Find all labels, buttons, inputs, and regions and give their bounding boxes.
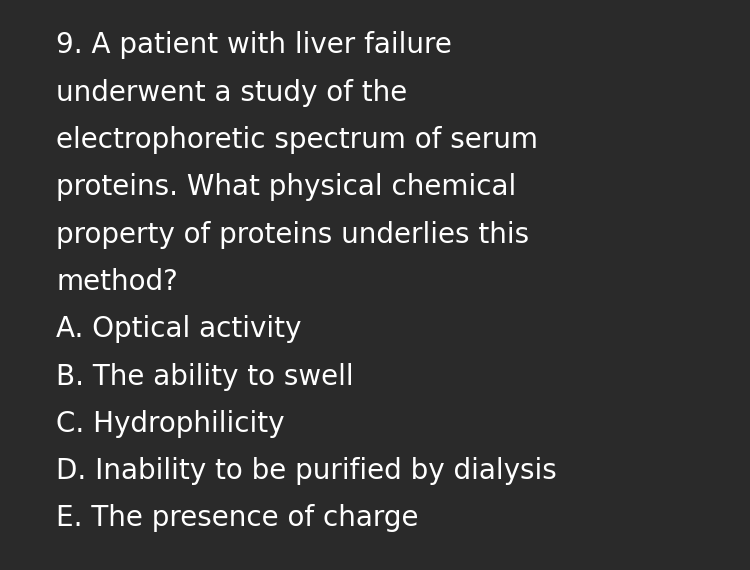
Text: B. The ability to swell: B. The ability to swell — [56, 363, 354, 390]
Text: A. Optical activity: A. Optical activity — [56, 315, 302, 343]
Text: C. Hydrophilicity: C. Hydrophilicity — [56, 410, 285, 438]
Text: E. The presence of charge: E. The presence of charge — [56, 504, 419, 532]
Text: electrophoretic spectrum of serum: electrophoretic spectrum of serum — [56, 126, 538, 154]
Text: D. Inability to be purified by dialysis: D. Inability to be purified by dialysis — [56, 457, 557, 485]
Text: 9. A patient with liver failure: 9. A patient with liver failure — [56, 31, 452, 59]
Text: proteins. What physical chemical: proteins. What physical chemical — [56, 173, 517, 201]
Text: underwent a study of the: underwent a study of the — [56, 79, 407, 107]
Text: method?: method? — [56, 268, 178, 296]
Text: property of proteins underlies this: property of proteins underlies this — [56, 221, 530, 249]
